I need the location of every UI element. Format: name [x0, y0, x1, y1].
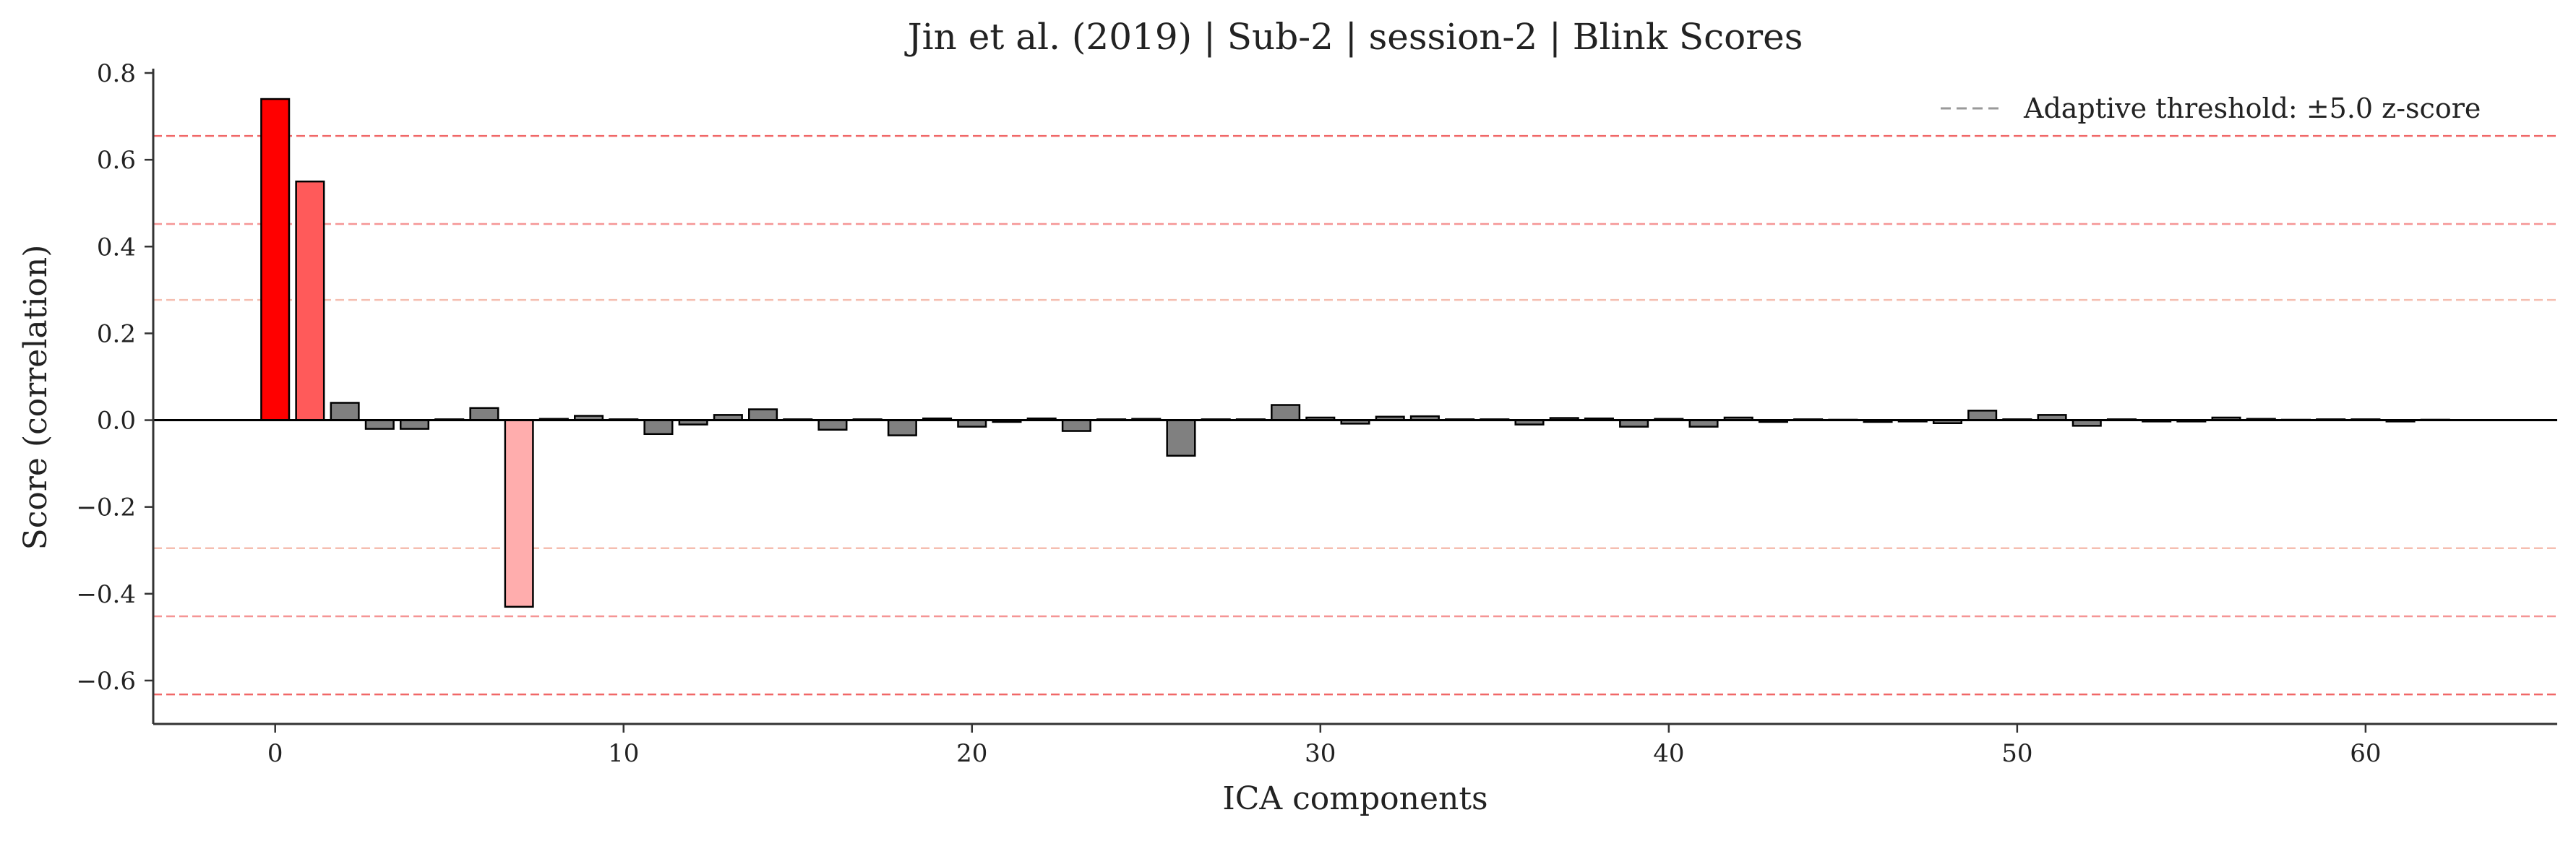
y-axis-label: Score (correlation): [17, 245, 54, 551]
x-tick-label-50: 50: [2001, 739, 2032, 768]
y-tick-label-5: 0.4: [97, 233, 136, 262]
bar-49: [1967, 410, 1998, 421]
bar-23: [1061, 419, 1091, 432]
y-tick-label-6: 0.6: [97, 146, 136, 175]
y-tick-label-0: −0.6: [76, 667, 136, 696]
y-tick-label-7: 0.8: [97, 59, 136, 88]
bar-6: [469, 407, 499, 421]
y-tick-label-2: −0.2: [76, 493, 136, 522]
x-tick-label-30: 30: [1305, 739, 1336, 768]
legend: Adaptive threshold: ±5.0 z-score: [1941, 92, 2481, 124]
y-axis-ticks: −0.6 −0.4 −0.2 0.0 0.2 0.4 0.6 0.8: [76, 59, 153, 696]
bar-4: [399, 419, 430, 430]
legend-label: Adaptive threshold: ±5.0 z-score: [2023, 92, 2481, 124]
bar-2: [330, 402, 360, 421]
x-axis-label: ICA components: [1222, 780, 1487, 817]
bars: [260, 98, 2450, 608]
y-tick-label-1: −0.4: [76, 580, 136, 609]
bar-26: [1166, 419, 1196, 457]
x-tick-label-10: 10: [608, 739, 639, 768]
bar-29: [1271, 404, 1301, 421]
chart-title: Jin et al. (2019) | Sub-2 | session-2 | …: [904, 16, 1803, 58]
y-tick-label-4: 0.2: [97, 319, 136, 348]
bar-1: [295, 180, 325, 421]
bar-7: [504, 419, 534, 608]
bar-3: [364, 419, 395, 430]
y-tick-label-3: 0.0: [97, 407, 136, 436]
bar-14: [748, 408, 778, 421]
bar-18: [887, 419, 917, 436]
threshold-lines: [153, 134, 2557, 696]
bar-0: [260, 98, 291, 421]
bar-11: [643, 419, 674, 436]
bar-16: [817, 419, 848, 431]
x-axis-ticks: 0 10 20 30 40 50 60: [267, 724, 2382, 768]
x-tick-label-40: 40: [1653, 739, 1684, 768]
x-tick-label-20: 20: [956, 739, 987, 768]
x-tick-label-60: 60: [2350, 739, 2381, 768]
x-tick-label-0: 0: [267, 739, 283, 768]
